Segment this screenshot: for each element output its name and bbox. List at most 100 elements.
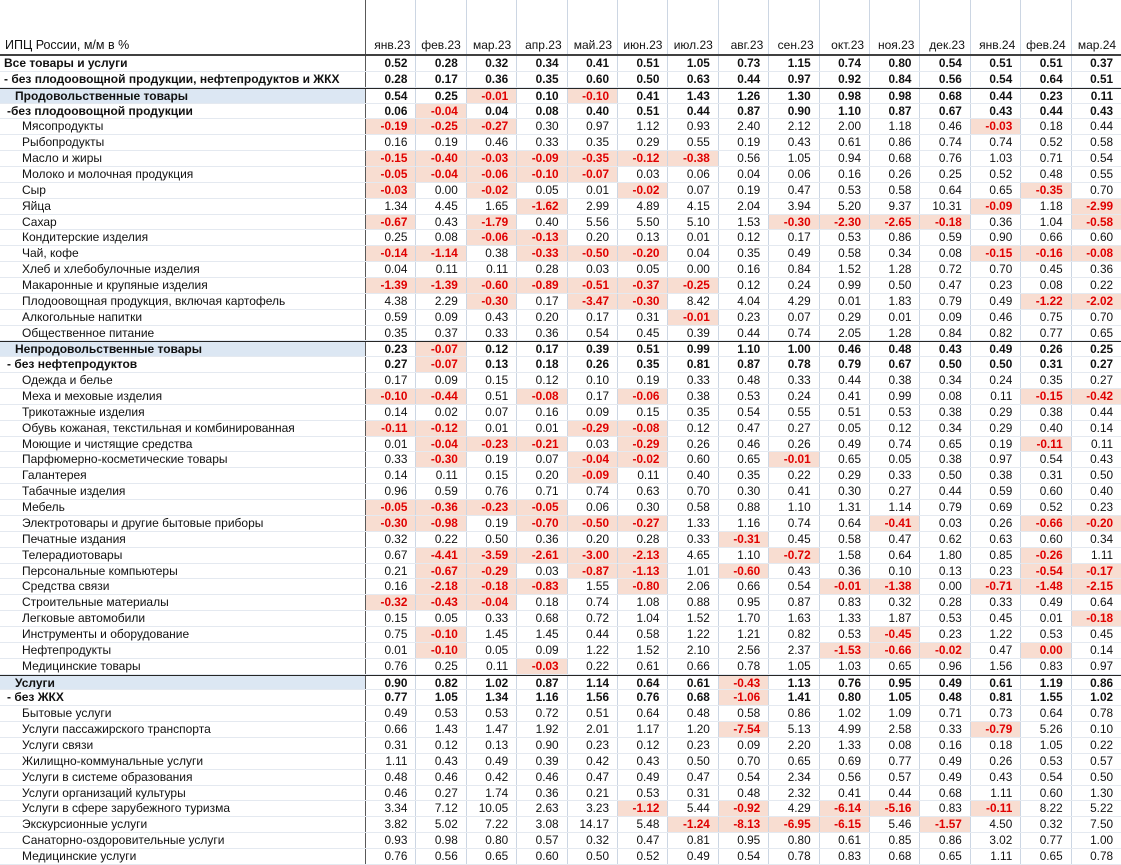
value-cell[interactable]: 0.26 (1021, 342, 1072, 357)
value-cell[interactable]: -0.06 (618, 389, 669, 404)
row-label[interactable]: Электротовары и другие бытовые приборы (0, 515, 366, 531)
value-cell[interactable]: -0.15 (1021, 389, 1072, 404)
value-cell[interactable]: 8.22 (1021, 801, 1072, 817)
value-cell[interactable]: 0.01 (366, 436, 417, 452)
value-cell[interactable]: 0.97 (971, 452, 1022, 468)
value-cell[interactable]: 3.08 (517, 817, 568, 833)
row-label[interactable]: Услуги связи (0, 737, 366, 753)
value-cell[interactable]: 1.05 (1021, 737, 1072, 753)
value-cell[interactable]: 5.22 (1090, 801, 1114, 816)
value-cell[interactable]: 0.68 (668, 690, 719, 706)
value-cell[interactable]: 0.27 (1090, 357, 1114, 372)
value-cell[interactable]: -2.61 (517, 547, 568, 563)
value-cell[interactable]: 0.54 (719, 848, 770, 864)
value-cell[interactable]: 1.43 (416, 722, 467, 737)
value-cell[interactable]: 0.11 (618, 468, 669, 484)
value-cell[interactable]: -0.08 (618, 420, 669, 436)
value-cell[interactable]: 5.10 (668, 214, 719, 230)
value-cell[interactable]: 0.34 (920, 420, 971, 436)
value-cell[interactable]: 0.77 (1021, 833, 1072, 848)
value-cell[interactable]: 0.22 (1090, 278, 1114, 293)
value-cell[interactable]: 1.18 (1021, 198, 1072, 214)
row-label[interactable]: Средства связи (0, 579, 366, 595)
value-cell[interactable]: 0.20 (568, 531, 619, 547)
value-cell[interactable]: 0.24 (769, 389, 820, 404)
row-label[interactable]: -без плодоовощной продукции (0, 103, 366, 119)
value-cell[interactable]: -1.79 (466, 214, 518, 230)
value-cell[interactable]: 1.03 (971, 151, 1022, 167)
value-cell[interactable]: 0.79 (920, 500, 971, 515)
value-cell[interactable]: 0.33 (870, 468, 921, 484)
value-cell[interactable]: 0.25 (416, 658, 467, 674)
value-cell[interactable]: 0.03 (568, 262, 619, 278)
value-cell[interactable]: 0.01 (517, 420, 568, 436)
value-cell[interactable]: 1.33 (820, 611, 871, 626)
value-cell[interactable]: 0.46 (366, 785, 417, 801)
value-cell[interactable]: 0.59 (416, 484, 467, 500)
value-cell[interactable]: 0.47 (568, 769, 619, 785)
value-cell[interactable]: -3.47 (567, 293, 619, 309)
value-cell[interactable]: 0.43 (618, 753, 669, 769)
value-cell[interactable]: 0.47 (769, 182, 820, 198)
value-cell[interactable]: 0.41 (820, 389, 871, 404)
value-cell[interactable]: 2.63 (517, 801, 568, 817)
row-label[interactable]: Хлеб и хлебобулочные изделия (0, 262, 366, 278)
value-cell[interactable]: -0.05 (517, 500, 568, 515)
value-cell[interactable]: 0.23 (971, 563, 1022, 579)
value-cell[interactable]: 0.16 (820, 167, 871, 182)
value-cell[interactable]: -0.72 (769, 547, 820, 563)
value-cell[interactable]: 0.68 (870, 151, 921, 167)
value-cell[interactable]: 0.78 (1090, 848, 1114, 863)
value-cell[interactable]: 0.36 (467, 71, 518, 87)
value-cell[interactable]: 0.49 (1021, 595, 1072, 611)
value-cell[interactable]: 3.34 (366, 801, 417, 817)
value-cell[interactable]: 2.01 (568, 722, 619, 737)
value-cell[interactable]: 0.23 (568, 737, 619, 753)
value-cell[interactable]: 0.31 (618, 309, 669, 325)
value-cell[interactable]: -0.06 (466, 230, 518, 246)
value-cell[interactable]: 0.61 (971, 675, 1022, 690)
value-cell[interactable]: 0.17 (517, 293, 568, 309)
row-label[interactable]: - без ЖКХ (0, 690, 366, 706)
value-cell[interactable]: 0.76 (618, 690, 669, 706)
value-cell[interactable]: 0.25 (1090, 342, 1114, 357)
value-cell[interactable]: 0.83 (820, 848, 871, 864)
value-cell[interactable]: 0.03 (568, 436, 619, 452)
value-cell[interactable]: 0.06 (568, 500, 619, 515)
value-cell[interactable]: 0.51 (618, 342, 669, 357)
value-cell[interactable]: -7.54 (718, 722, 770, 737)
value-cell[interactable]: 0.65 (870, 658, 921, 674)
value-cell[interactable]: 0.51 (820, 404, 871, 420)
value-cell[interactable]: 4.29 (769, 801, 820, 817)
row-label[interactable]: Услуги пассажирского транспорта (0, 722, 366, 737)
value-cell[interactable]: 0.12 (870, 420, 921, 436)
value-cell[interactable]: 0.09 (719, 737, 770, 753)
value-cell[interactable]: 0.30 (719, 484, 770, 500)
value-cell[interactable]: 0.31 (668, 785, 719, 801)
value-cell[interactable]: 1.17 (618, 722, 669, 737)
value-cell[interactable]: 0.12 (618, 737, 669, 753)
value-cell[interactable]: 1.04 (1021, 214, 1072, 230)
value-cell[interactable]: 0.38 (971, 468, 1022, 484)
value-cell[interactable]: -0.36 (416, 500, 467, 515)
value-cell[interactable]: 0.49 (820, 436, 871, 452)
value-cell[interactable]: 0.40 (568, 103, 619, 119)
row-label[interactable]: Плодоовощная продукция, включая картофел… (0, 293, 366, 309)
value-cell[interactable]: 0.59 (920, 230, 971, 246)
column-header[interactable]: май.23 (568, 0, 619, 54)
value-cell[interactable]: 0.01 (1021, 611, 1072, 626)
value-cell[interactable]: -0.09 (970, 198, 1022, 214)
value-cell[interactable]: 1.02 (1090, 690, 1114, 705)
value-cell[interactable]: 4.38 (366, 293, 417, 309)
value-cell[interactable]: 0.36 (517, 325, 568, 341)
value-cell[interactable]: 0.44 (719, 71, 770, 87)
value-cell[interactable]: -0.45 (870, 626, 921, 642)
value-cell[interactable]: 0.46 (719, 436, 770, 452)
value-cell[interactable]: 1.22 (568, 642, 619, 658)
value-cell[interactable]: 1.05 (668, 56, 719, 71)
value-cell[interactable]: 0.30 (517, 119, 568, 135)
value-cell[interactable]: -1.39 (416, 278, 467, 293)
value-cell[interactable]: 2.58 (870, 722, 921, 737)
value-cell[interactable]: 0.11 (1091, 436, 1114, 451)
value-cell[interactable]: -1.24 (668, 817, 719, 833)
